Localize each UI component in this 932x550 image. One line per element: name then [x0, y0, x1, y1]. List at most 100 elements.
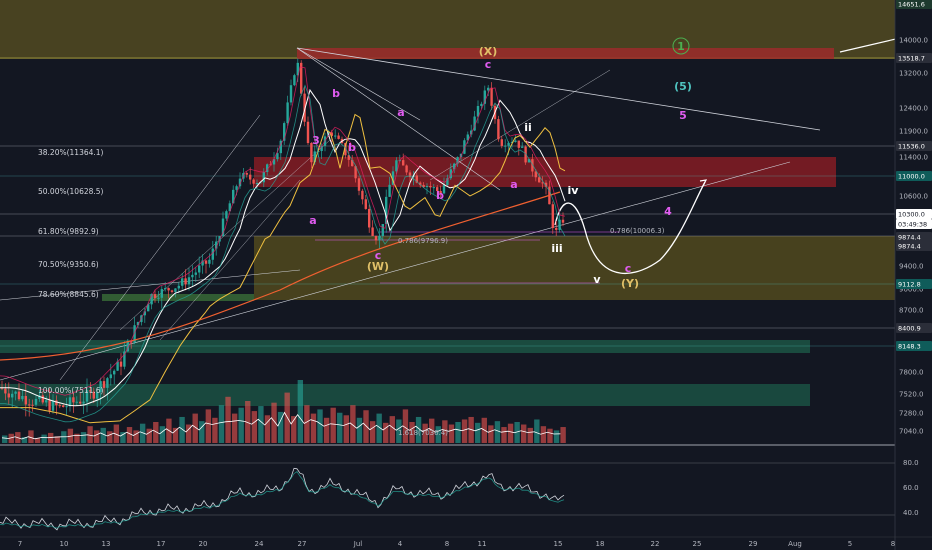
candle-body-124 — [422, 184, 425, 188]
candle-body-99 — [337, 135, 340, 139]
green-zone-2 — [0, 384, 810, 406]
volume-bar-67 — [442, 420, 448, 443]
volume-bar-60 — [396, 419, 402, 443]
candle-body-42 — [143, 311, 146, 316]
candle-body-73 — [249, 174, 252, 180]
volume-bar-59 — [389, 416, 395, 443]
volume-bar-27 — [179, 416, 185, 443]
candle-body-8 — [28, 404, 31, 406]
price-tick-4: 11400.0 — [899, 154, 928, 162]
volume-bar-68 — [448, 424, 455, 443]
candle-body-143 — [487, 87, 490, 91]
zones-layer — [0, 0, 932, 446]
price-tick-2: 12400.0 — [899, 105, 928, 113]
volume-bar-70 — [461, 419, 468, 443]
volume-bar-51 — [337, 412, 343, 443]
price-label-bg-0 — [896, 0, 932, 9]
volume-bar-38 — [251, 411, 258, 443]
price-tick-12: 7800.0 — [899, 369, 924, 377]
candle-body-46 — [157, 297, 160, 299]
fib-ext-label-2: 1.618(7030.4) — [398, 429, 448, 437]
candle-body-60 — [204, 260, 208, 264]
trendline-3 — [0, 161, 791, 381]
price-tick-14: 7280.0 — [899, 410, 924, 418]
candle-body-141 — [480, 103, 483, 107]
candle-body-20 — [68, 397, 72, 407]
trendline-2 — [296, 47, 501, 191]
price-label-bg-2 — [896, 141, 932, 151]
candle-body-162 — [551, 204, 554, 228]
candle-body-147 — [500, 139, 503, 146]
price-label-1: 13518.7 — [898, 55, 925, 63]
candle-body-65 — [221, 218, 225, 236]
time-tick-14: 25 — [693, 540, 702, 548]
price-tick-15: 7040.0 — [899, 428, 924, 436]
volume-bar-55 — [363, 410, 369, 443]
candle-body-21 — [72, 397, 75, 403]
wave-label-3: (5) — [674, 80, 692, 93]
indicator-signal — [0, 471, 565, 529]
volume-bar-74 — [488, 425, 494, 443]
candle-body-102 — [347, 155, 350, 160]
red-zone-top — [297, 48, 834, 59]
price-tick-1: 13200.0 — [899, 70, 928, 78]
time-axis: 7 10 13 17 20 24 27 Jul 4 8 11 15 18 22 25 29 Aug 5 8 — [0, 536, 932, 548]
candle-body-90 — [306, 121, 310, 143]
candle-body-11 — [38, 395, 41, 399]
candle-body-118 — [402, 160, 405, 166]
candle-body-144 — [490, 87, 493, 106]
fib-ext-label-1: 0.786(10006.3) — [610, 227, 665, 235]
price-label-bg-3 — [896, 171, 932, 181]
candle-body-132 — [449, 169, 452, 179]
candle-body-7 — [24, 395, 27, 405]
candle-body-4 — [14, 391, 17, 394]
candle-body-91 — [310, 142, 313, 163]
volume-bar-85 — [560, 427, 566, 443]
candle-body-83 — [283, 123, 286, 141]
price-label-bg-7 — [896, 241, 932, 251]
candle-body-39 — [133, 325, 136, 343]
volume-layer — [1, 380, 566, 443]
wave-label-0: (X) — [479, 45, 498, 58]
time-tick-11: 15 — [554, 540, 563, 548]
ma-orange — [0, 191, 561, 361]
candle-body-127 — [432, 187, 435, 189]
volume-bar-80 — [527, 427, 533, 443]
wave-label-7: 3 — [312, 134, 320, 147]
wave-label-16: (W) — [367, 260, 389, 273]
candle-body-48 — [164, 288, 167, 290]
candle-body-25 — [85, 390, 89, 402]
candle-body-40 — [136, 322, 140, 326]
volume-bar-37 — [245, 401, 251, 443]
price-tick-13: 7520.0 — [899, 391, 924, 399]
price-tick-6: 10600.0 — [899, 193, 928, 201]
candle-body-13 — [45, 400, 48, 403]
candle-body-82 — [279, 140, 282, 154]
volume-bar-31 — [205, 409, 212, 443]
volume-bar-69 — [455, 422, 461, 443]
fib-label-3: 70.50%(9350.6) — [38, 260, 99, 269]
ma-white — [0, 88, 566, 407]
time-tick-6: 27 — [298, 540, 307, 548]
candle-body-92 — [313, 151, 316, 163]
volume-bar-6 — [41, 434, 47, 443]
candle-body-54 — [184, 278, 187, 285]
wave-label-14: 4 — [664, 205, 672, 218]
candle-body-2 — [7, 393, 10, 398]
candle-body-113 — [385, 196, 388, 225]
fib-ext-label-0: 0.786(9796.9) — [398, 237, 448, 245]
candle-body-103 — [351, 159, 354, 167]
volume-bar-20 — [133, 430, 139, 443]
volume-ma — [1, 411, 561, 440]
wave-label-11: ii — [524, 121, 532, 134]
candle-body-140 — [476, 106, 480, 117]
volume-bar-13 — [87, 426, 93, 443]
candle-body-116 — [395, 160, 398, 172]
candle-body-148 — [504, 145, 507, 147]
price-axis-bg — [895, 0, 932, 550]
time-tick-17: 5 — [848, 540, 852, 548]
time-tick-2: 13 — [102, 540, 111, 548]
price-label-10: 8148.3 — [898, 343, 921, 351]
volume-bar-18 — [120, 432, 126, 443]
